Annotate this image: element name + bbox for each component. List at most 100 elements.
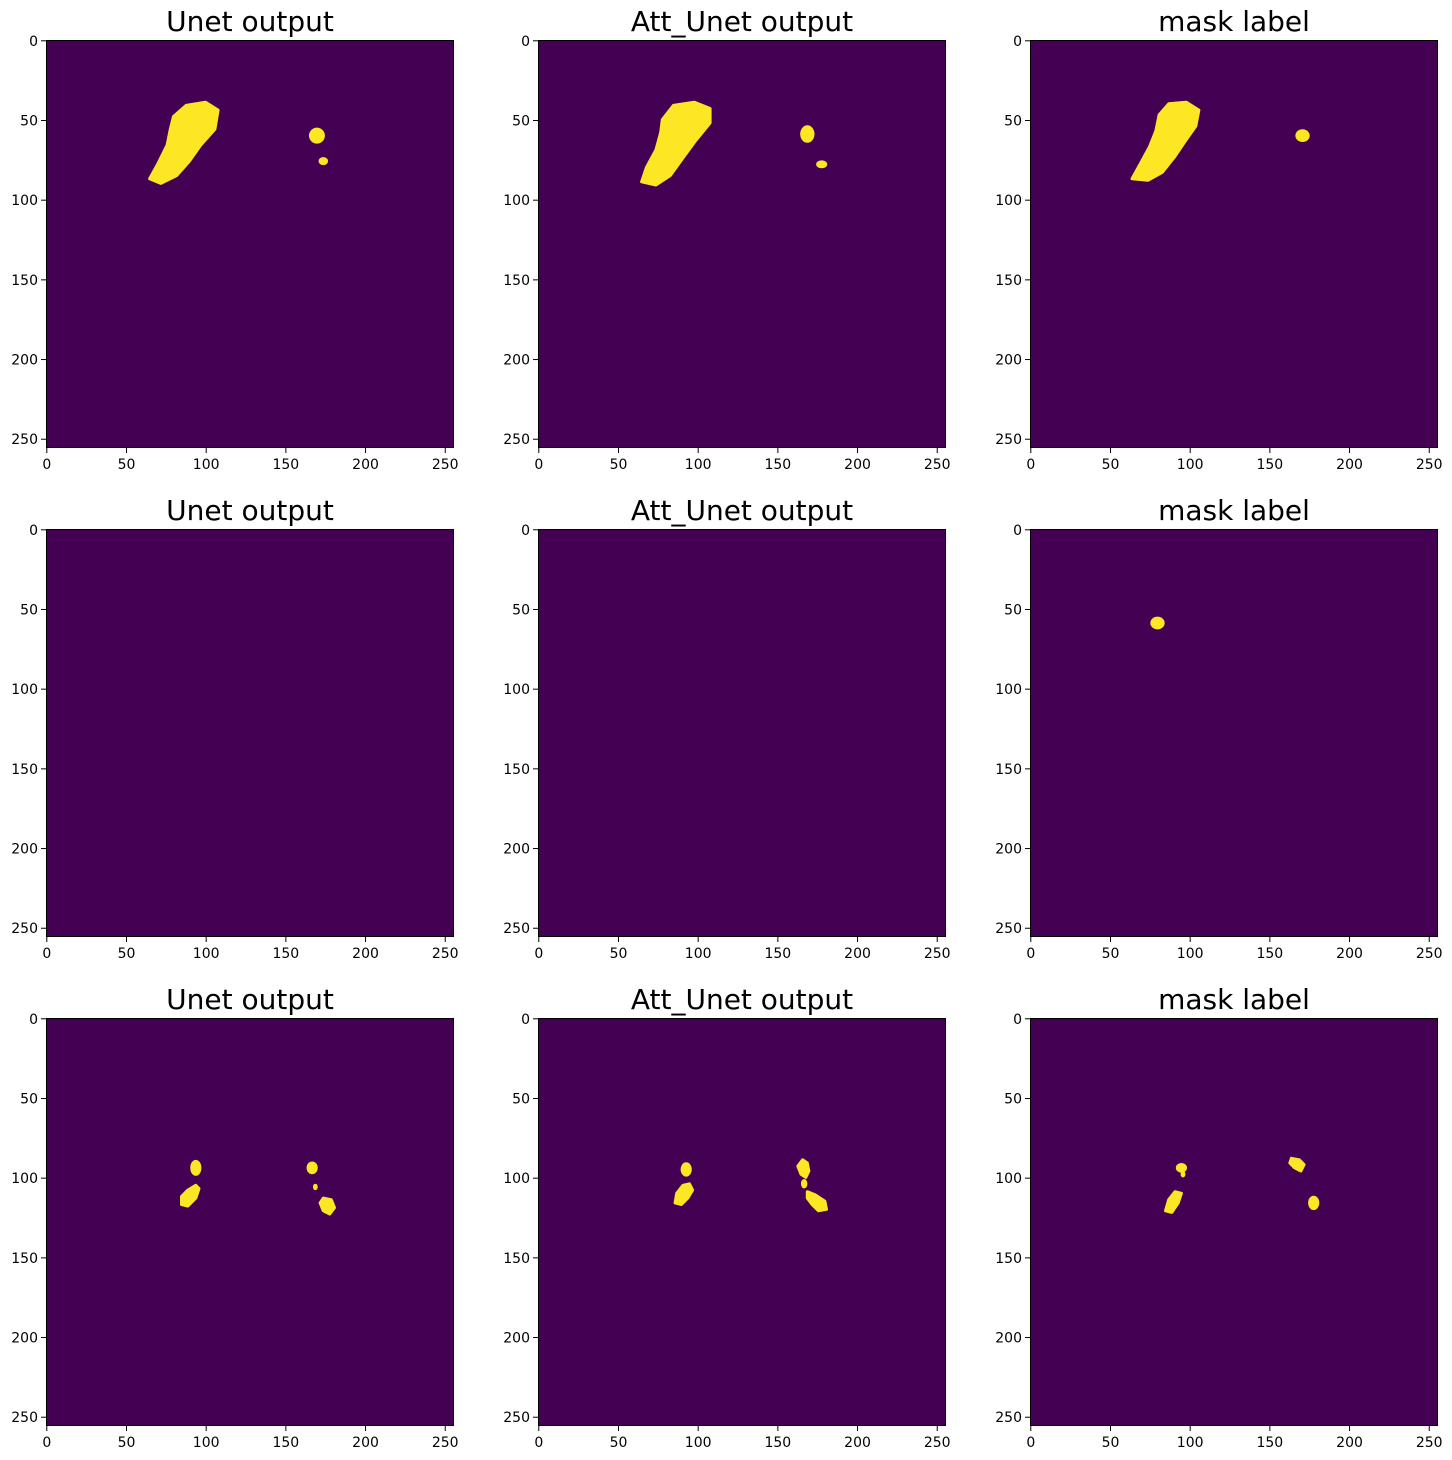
x-tick-label: 50 bbox=[118, 946, 136, 962]
y-tick-label: 100 bbox=[995, 682, 1022, 698]
x-tick-label: 100 bbox=[1177, 1435, 1204, 1451]
x-tick-label: 250 bbox=[1416, 1435, 1443, 1451]
x-tick-label: 100 bbox=[193, 1435, 220, 1451]
segmentation-blob bbox=[1175, 1163, 1187, 1173]
image-background bbox=[1030, 1018, 1438, 1426]
x-tick-label: 200 bbox=[1336, 1435, 1363, 1451]
y-tick-label: 200 bbox=[995, 842, 1022, 858]
segmentation-blob bbox=[805, 1190, 828, 1213]
x-tick-label: 150 bbox=[1256, 1435, 1283, 1451]
x-tick-label: 50 bbox=[118, 1435, 136, 1451]
x-tick-label: 150 bbox=[764, 1435, 791, 1451]
y-tick-label: 100 bbox=[503, 1171, 530, 1187]
x-tick-label: 150 bbox=[272, 1435, 299, 1451]
segmentation-blob bbox=[800, 125, 815, 143]
x-tick-label: 50 bbox=[610, 946, 628, 962]
y-tick-label: 150 bbox=[503, 273, 530, 289]
x-tick-label: 50 bbox=[1102, 1435, 1120, 1451]
panel-title: mask label bbox=[1158, 494, 1310, 527]
x-tick-label: 150 bbox=[1256, 457, 1283, 473]
axes-frame bbox=[538, 40, 946, 448]
segmentation-blob bbox=[148, 100, 220, 185]
x-tick-label: 0 bbox=[42, 457, 51, 473]
x-tick-label: 150 bbox=[272, 457, 299, 473]
axes-frame bbox=[1030, 529, 1438, 937]
segmentation-blobs bbox=[1150, 616, 1165, 630]
axes-frame bbox=[46, 1018, 454, 1426]
x-tick-label: 200 bbox=[844, 946, 871, 962]
x-tick-label: 200 bbox=[1336, 457, 1363, 473]
y-tick-label: 0 bbox=[29, 523, 38, 539]
x-tick-label: 0 bbox=[1026, 946, 1035, 962]
segmentation-blob bbox=[180, 1183, 201, 1208]
x-tick-label: 50 bbox=[1102, 946, 1120, 962]
y-tick-label: 150 bbox=[11, 762, 38, 778]
segmentation-blobs bbox=[673, 1158, 828, 1213]
y-tick-label: 200 bbox=[995, 1331, 1022, 1347]
y-tick-label: 50 bbox=[512, 113, 530, 129]
segmentation-blob bbox=[1180, 1171, 1186, 1178]
segmentation-blobs bbox=[180, 1159, 336, 1216]
x-tick-label: 200 bbox=[844, 457, 871, 473]
x-tick-label: 50 bbox=[610, 1435, 628, 1451]
segmentation-blob bbox=[816, 160, 828, 169]
segmentation-blob bbox=[1288, 1156, 1306, 1173]
segmentation-blob bbox=[673, 1182, 695, 1206]
image-background bbox=[46, 529, 454, 937]
y-tick-label: 150 bbox=[995, 1251, 1022, 1267]
y-tick-label: 100 bbox=[11, 682, 38, 698]
y-tick-label: 100 bbox=[995, 193, 1022, 209]
x-tick-label: 250 bbox=[924, 946, 951, 962]
segmentation-blobs bbox=[1130, 100, 1310, 182]
y-tick-label: 50 bbox=[512, 602, 530, 618]
y-tick-label: 50 bbox=[20, 602, 38, 618]
y-tick-label: 250 bbox=[503, 921, 530, 937]
y-tick-label: 150 bbox=[995, 273, 1022, 289]
segmentation-blob bbox=[796, 1158, 811, 1179]
segmentation-blob bbox=[190, 1159, 202, 1176]
x-tick-label: 250 bbox=[432, 457, 459, 473]
x-tick-label: 250 bbox=[924, 1435, 951, 1451]
x-tick-label: 200 bbox=[352, 1435, 379, 1451]
y-tick-label: 100 bbox=[995, 1171, 1022, 1187]
x-tick-label: 150 bbox=[272, 946, 299, 962]
y-tick-label: 250 bbox=[995, 921, 1022, 937]
x-tick-label: 250 bbox=[1416, 946, 1443, 962]
axes-frame bbox=[46, 529, 454, 937]
image-background bbox=[538, 1018, 946, 1426]
segmentation-blob bbox=[1295, 129, 1310, 142]
segmentation-blob bbox=[1130, 100, 1201, 182]
y-tick-label: 250 bbox=[503, 1410, 530, 1426]
x-tick-label: 200 bbox=[352, 457, 379, 473]
y-tick-label: 0 bbox=[1013, 1012, 1022, 1028]
x-tick-label: 100 bbox=[1177, 946, 1204, 962]
y-tick-label: 0 bbox=[1013, 523, 1022, 539]
x-tick-label: 50 bbox=[118, 457, 136, 473]
x-tick-label: 200 bbox=[352, 946, 379, 962]
x-tick-label: 0 bbox=[1026, 1435, 1035, 1451]
x-tick-label: 0 bbox=[1026, 457, 1035, 473]
image-background bbox=[538, 40, 946, 448]
x-tick-label: 100 bbox=[685, 946, 712, 962]
y-tick-label: 0 bbox=[29, 1012, 38, 1028]
x-tick-label: 150 bbox=[764, 457, 791, 473]
x-tick-label: 0 bbox=[534, 1435, 543, 1451]
y-tick-label: 150 bbox=[11, 1251, 38, 1267]
y-tick-label: 200 bbox=[11, 1331, 38, 1347]
panel-title: mask label bbox=[1158, 983, 1310, 1016]
x-tick-label: 250 bbox=[432, 1435, 459, 1451]
y-tick-label: 200 bbox=[503, 842, 530, 858]
x-tick-label: 100 bbox=[1177, 457, 1204, 473]
segmentation-blobs bbox=[640, 100, 828, 187]
y-tick-label: 50 bbox=[20, 1091, 38, 1107]
x-tick-label: 0 bbox=[42, 1435, 51, 1451]
x-tick-label: 150 bbox=[1256, 946, 1283, 962]
panel-title: mask label bbox=[1158, 5, 1310, 38]
x-tick-label: 200 bbox=[1336, 946, 1363, 962]
